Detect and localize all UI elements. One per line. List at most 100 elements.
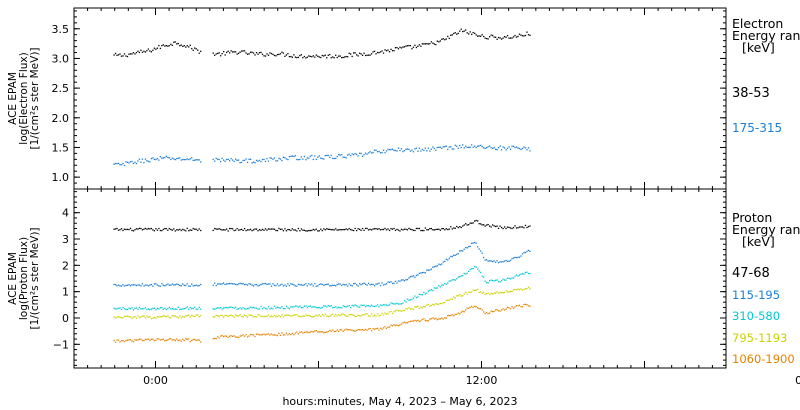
data-point [393,149,395,152]
data-point [221,283,223,285]
data-point [212,229,214,232]
data-point [478,35,480,37]
y-axis-title-line: ACE EPAM [7,252,19,305]
data-point [515,289,518,291]
data-point [375,149,377,151]
data-point [324,305,326,307]
data-point [234,336,237,338]
data-point [293,284,295,286]
data-point [314,306,316,308]
y-axis-title: ACE EPAM log(Electron Flux) [1/(cm²s ster … [7,47,41,149]
data-point [174,41,176,43]
data-point [167,45,169,47]
data-point [481,252,483,254]
data-point [430,148,432,150]
data-point [411,149,413,151]
y-axis-title-line: [1/(cm²s ster MeV)] [29,227,41,329]
data-point [263,283,265,285]
data-point [427,290,430,292]
data-point [482,256,485,259]
data-point [336,315,338,317]
data-point [450,314,452,317]
data-point [494,279,497,281]
data-point [363,282,365,284]
data-point [324,331,326,333]
data-point [363,154,365,156]
data-point [140,285,142,287]
data-point [279,53,282,55]
data-point [406,148,409,150]
data-point [218,315,220,318]
data-point [179,315,181,317]
data-point [296,56,298,59]
data-point [324,54,326,56]
data-point [465,309,467,311]
data-point [240,228,243,231]
data-point [502,278,504,280]
data-point [192,49,194,51]
data-point [128,339,130,341]
data-point [527,305,530,307]
data-point [143,50,145,52]
data-point [472,267,474,270]
data-point [297,159,300,161]
data-point [275,55,277,57]
data-point [117,316,120,318]
data-point [236,284,238,286]
data-point [521,35,524,37]
data-point [402,150,404,153]
data-point [267,333,270,335]
data-point [137,339,139,341]
data-point [462,295,464,297]
data-point [245,308,247,310]
data-point [329,156,331,159]
data-point [245,52,247,54]
data-point [344,329,346,331]
data-point [390,228,392,230]
data-point [161,283,163,285]
data-point [173,308,175,310]
data-point [251,284,253,286]
data-point [327,304,329,307]
data-point [435,287,437,289]
data-point [385,150,388,152]
data-point [144,51,147,53]
data-point [155,339,157,341]
data-point [339,154,341,156]
data-point [217,52,219,55]
data-point [197,285,199,287]
data-point [351,329,353,331]
data-point [339,314,341,317]
data-point [462,274,464,277]
data-point [117,307,120,310]
data-point [444,145,446,148]
data-point [445,258,447,260]
data-point [231,228,234,230]
data-point [333,315,335,317]
data-point [198,284,200,287]
data-point [287,53,289,55]
data-point [162,284,164,286]
data-point [245,283,247,286]
data-point [460,275,462,277]
data-point [518,226,521,228]
data-point [264,307,267,310]
data-point [141,308,144,310]
data-point [484,37,486,39]
data-point [251,162,253,164]
data-point [254,228,256,230]
data-point [326,306,328,308]
data-point [260,334,262,336]
data-point [170,338,172,340]
data-point [128,307,130,309]
data-point [177,42,179,45]
data-point [469,306,471,308]
data-point [138,284,141,286]
data-point [249,314,252,316]
data-point [220,314,222,317]
data-point [478,145,480,147]
data-point [394,303,397,305]
data-point [387,281,389,283]
data-point [490,226,492,228]
data-point [484,147,486,150]
